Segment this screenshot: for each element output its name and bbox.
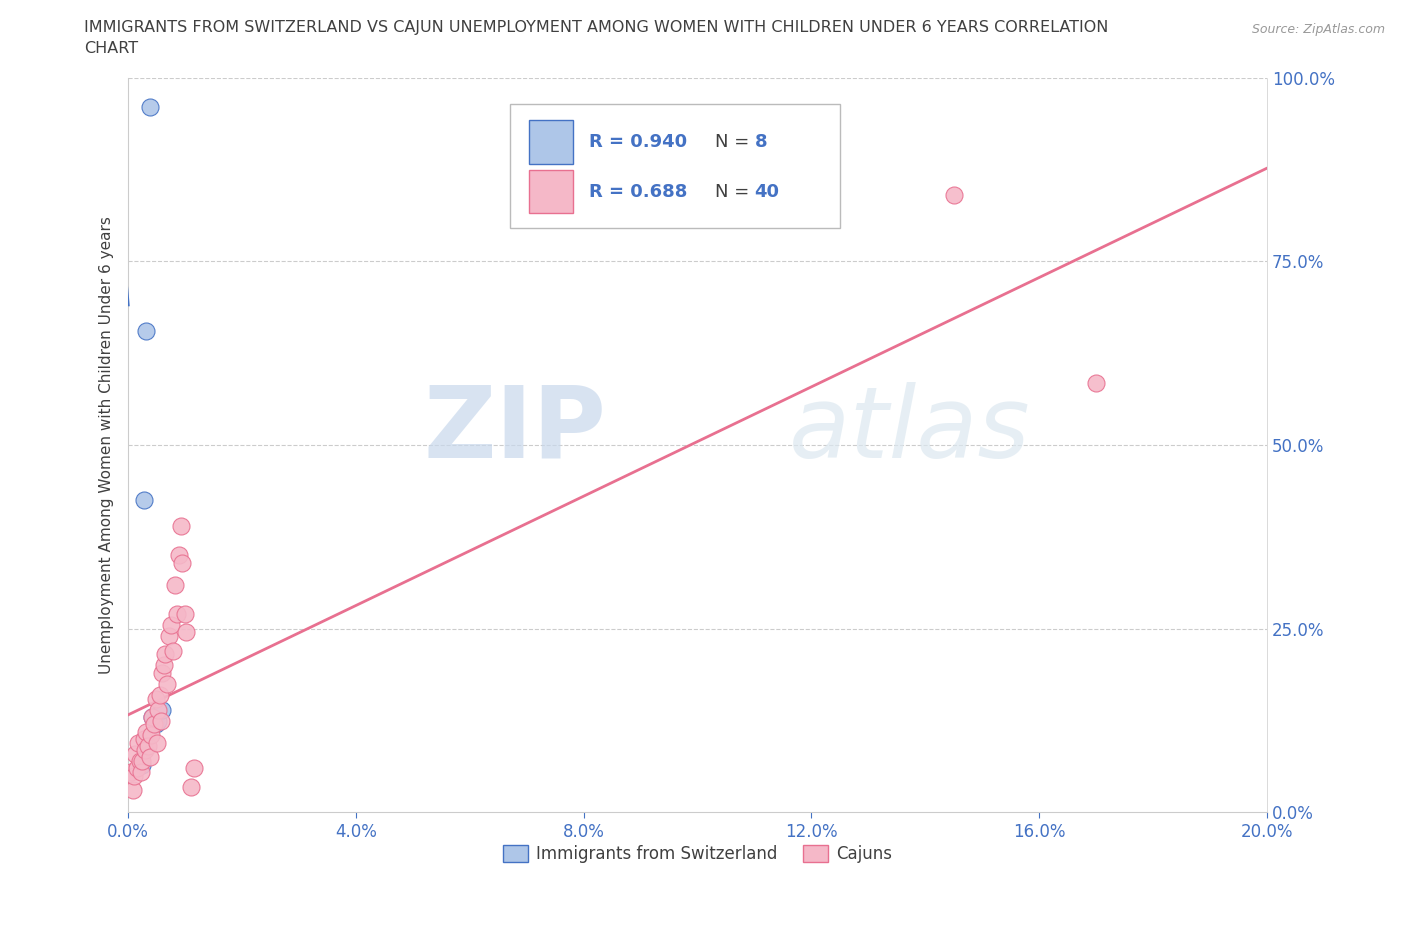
Point [157,629,180,644]
FancyBboxPatch shape [510,103,839,229]
Point [141,710,163,724]
Y-axis label: Unemployment Among Women with Children Under 6 years: Unemployment Among Women with Children U… [100,216,114,674]
Point [124,746,146,761]
Point [139,100,162,114]
Point [128,735,150,750]
Point [172,555,194,570]
Point [128,753,150,768]
Text: 40: 40 [755,182,779,201]
Point [163,578,186,592]
FancyBboxPatch shape [529,120,574,164]
Point [131,757,153,772]
Point [135,324,157,339]
Point [150,713,173,728]
Point [942,188,965,203]
Legend: Immigrants from Switzerland, Cajuns: Immigrants from Switzerland, Cajuns [496,839,898,870]
Text: CHART: CHART [84,41,138,56]
Point [146,702,169,717]
Point [122,768,145,783]
Point [183,761,205,776]
Text: 8: 8 [755,133,768,151]
Point [169,518,191,533]
Point [139,750,162,764]
Point [1085,375,1108,390]
Point [125,761,148,776]
Point [139,728,162,743]
Point [121,783,143,798]
Text: R = 0.940: R = 0.940 [589,133,688,151]
Point [142,717,165,732]
Text: N =: N = [714,182,755,201]
Text: ZIP: ZIP [423,382,606,479]
Point [145,735,167,750]
Point [174,606,197,621]
Point [160,618,183,632]
Point [152,658,174,673]
Point [135,724,157,739]
Point [152,702,174,717]
Text: atlas: atlas [789,382,1031,479]
Point [134,493,156,508]
Text: Source: ZipAtlas.com: Source: ZipAtlas.com [1251,23,1385,36]
Point [134,732,156,747]
Point [129,764,152,779]
Point [134,742,156,757]
Point [169,548,191,563]
Point [146,713,169,728]
Point [155,647,177,662]
Point [166,606,188,621]
Text: N =: N = [714,133,755,151]
Point [141,710,163,724]
Point [156,676,179,691]
Point [180,779,202,794]
Point [145,717,167,732]
Point [162,644,184,658]
Point [120,764,142,779]
Point [136,738,159,753]
Point [131,753,153,768]
Text: R = 0.688: R = 0.688 [589,182,688,201]
Point [148,687,170,702]
Text: IMMIGRANTS FROM SWITZERLAND VS CAJUN UNEMPLOYMENT AMONG WOMEN WITH CHILDREN UNDE: IMMIGRANTS FROM SWITZERLAND VS CAJUN UNE… [84,20,1109,35]
Point [176,625,198,640]
FancyBboxPatch shape [529,169,574,213]
Point [152,665,174,680]
Point [145,691,167,706]
